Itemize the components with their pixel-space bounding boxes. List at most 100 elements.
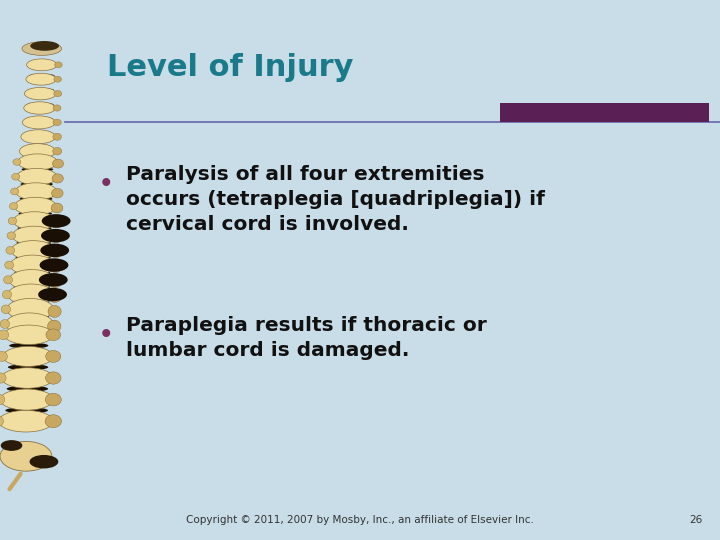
Ellipse shape (30, 455, 58, 468)
Ellipse shape (50, 247, 62, 258)
Ellipse shape (14, 284, 50, 291)
Ellipse shape (6, 313, 53, 335)
Ellipse shape (16, 183, 56, 200)
Ellipse shape (12, 313, 49, 320)
Ellipse shape (22, 167, 53, 172)
Ellipse shape (0, 394, 5, 405)
Text: •: • (99, 324, 113, 347)
Text: Copyright © 2011, 2007 by Mosby, Inc., an affiliate of Elsevier Inc.: Copyright © 2011, 2007 by Mosby, Inc., a… (186, 515, 534, 525)
Ellipse shape (24, 132, 53, 136)
Ellipse shape (11, 188, 19, 195)
Ellipse shape (8, 364, 48, 370)
Ellipse shape (17, 226, 52, 231)
Ellipse shape (12, 173, 19, 180)
Ellipse shape (21, 130, 55, 144)
Ellipse shape (6, 299, 53, 320)
Ellipse shape (14, 197, 56, 215)
Ellipse shape (50, 218, 63, 228)
Ellipse shape (54, 76, 61, 82)
Ellipse shape (24, 102, 55, 114)
Ellipse shape (14, 269, 50, 275)
Ellipse shape (53, 133, 61, 140)
Ellipse shape (27, 103, 54, 106)
Ellipse shape (11, 241, 55, 260)
Ellipse shape (0, 320, 9, 328)
Ellipse shape (40, 258, 68, 272)
Ellipse shape (0, 389, 53, 410)
Ellipse shape (26, 117, 53, 120)
Ellipse shape (53, 147, 62, 155)
Ellipse shape (8, 217, 17, 225)
Ellipse shape (45, 415, 61, 428)
Ellipse shape (13, 159, 21, 165)
Ellipse shape (7, 232, 16, 239)
Ellipse shape (24, 146, 53, 150)
Ellipse shape (53, 119, 61, 126)
Ellipse shape (12, 299, 50, 305)
Ellipse shape (9, 343, 48, 348)
Ellipse shape (6, 246, 14, 254)
Ellipse shape (4, 325, 53, 345)
Ellipse shape (4, 276, 13, 284)
Ellipse shape (24, 87, 56, 100)
Ellipse shape (49, 276, 62, 287)
Ellipse shape (41, 229, 70, 242)
Ellipse shape (54, 91, 62, 97)
Ellipse shape (48, 320, 61, 332)
Ellipse shape (0, 410, 53, 432)
Ellipse shape (2, 291, 12, 299)
Ellipse shape (0, 373, 6, 383)
Bar (500, 103, 709, 122)
Ellipse shape (1, 368, 53, 388)
Ellipse shape (17, 240, 51, 246)
Ellipse shape (16, 255, 50, 261)
Ellipse shape (28, 89, 54, 92)
Ellipse shape (27, 59, 57, 71)
Ellipse shape (0, 442, 52, 471)
Ellipse shape (40, 244, 69, 257)
Ellipse shape (39, 273, 68, 287)
Ellipse shape (17, 168, 57, 185)
Ellipse shape (51, 203, 63, 213)
Ellipse shape (0, 330, 9, 340)
Ellipse shape (53, 159, 63, 168)
Ellipse shape (21, 181, 53, 187)
Ellipse shape (0, 352, 7, 361)
Text: 26: 26 (689, 515, 702, 525)
Ellipse shape (29, 74, 55, 77)
Ellipse shape (19, 211, 52, 216)
Ellipse shape (22, 42, 62, 55)
Ellipse shape (38, 288, 67, 301)
Ellipse shape (14, 212, 56, 230)
Ellipse shape (10, 255, 55, 275)
Ellipse shape (5, 261, 14, 269)
Text: Level of Injury: Level of Injury (107, 53, 353, 82)
Ellipse shape (50, 232, 63, 242)
Ellipse shape (12, 226, 55, 245)
Ellipse shape (1, 440, 22, 451)
Ellipse shape (53, 105, 61, 111)
Ellipse shape (22, 116, 55, 129)
FancyArrowPatch shape (9, 474, 21, 489)
Ellipse shape (19, 196, 53, 201)
Ellipse shape (3, 347, 53, 366)
Ellipse shape (9, 202, 18, 210)
Ellipse shape (52, 188, 63, 198)
Ellipse shape (6, 386, 48, 392)
Ellipse shape (19, 144, 55, 159)
Ellipse shape (45, 393, 61, 406)
Ellipse shape (50, 261, 62, 273)
Ellipse shape (0, 416, 4, 427)
Ellipse shape (46, 329, 60, 341)
Ellipse shape (48, 291, 61, 302)
Ellipse shape (30, 41, 59, 51)
Ellipse shape (1, 305, 11, 314)
Text: Paralysis of all four extremities
occurs (tetraplegia [quadriplegia]) if
cervica: Paralysis of all four extremities occurs… (126, 165, 545, 234)
Text: •: • (99, 173, 113, 196)
Ellipse shape (9, 269, 55, 290)
Ellipse shape (5, 407, 48, 414)
Ellipse shape (48, 306, 61, 318)
Ellipse shape (52, 174, 63, 183)
Ellipse shape (17, 154, 58, 170)
Ellipse shape (8, 284, 54, 305)
